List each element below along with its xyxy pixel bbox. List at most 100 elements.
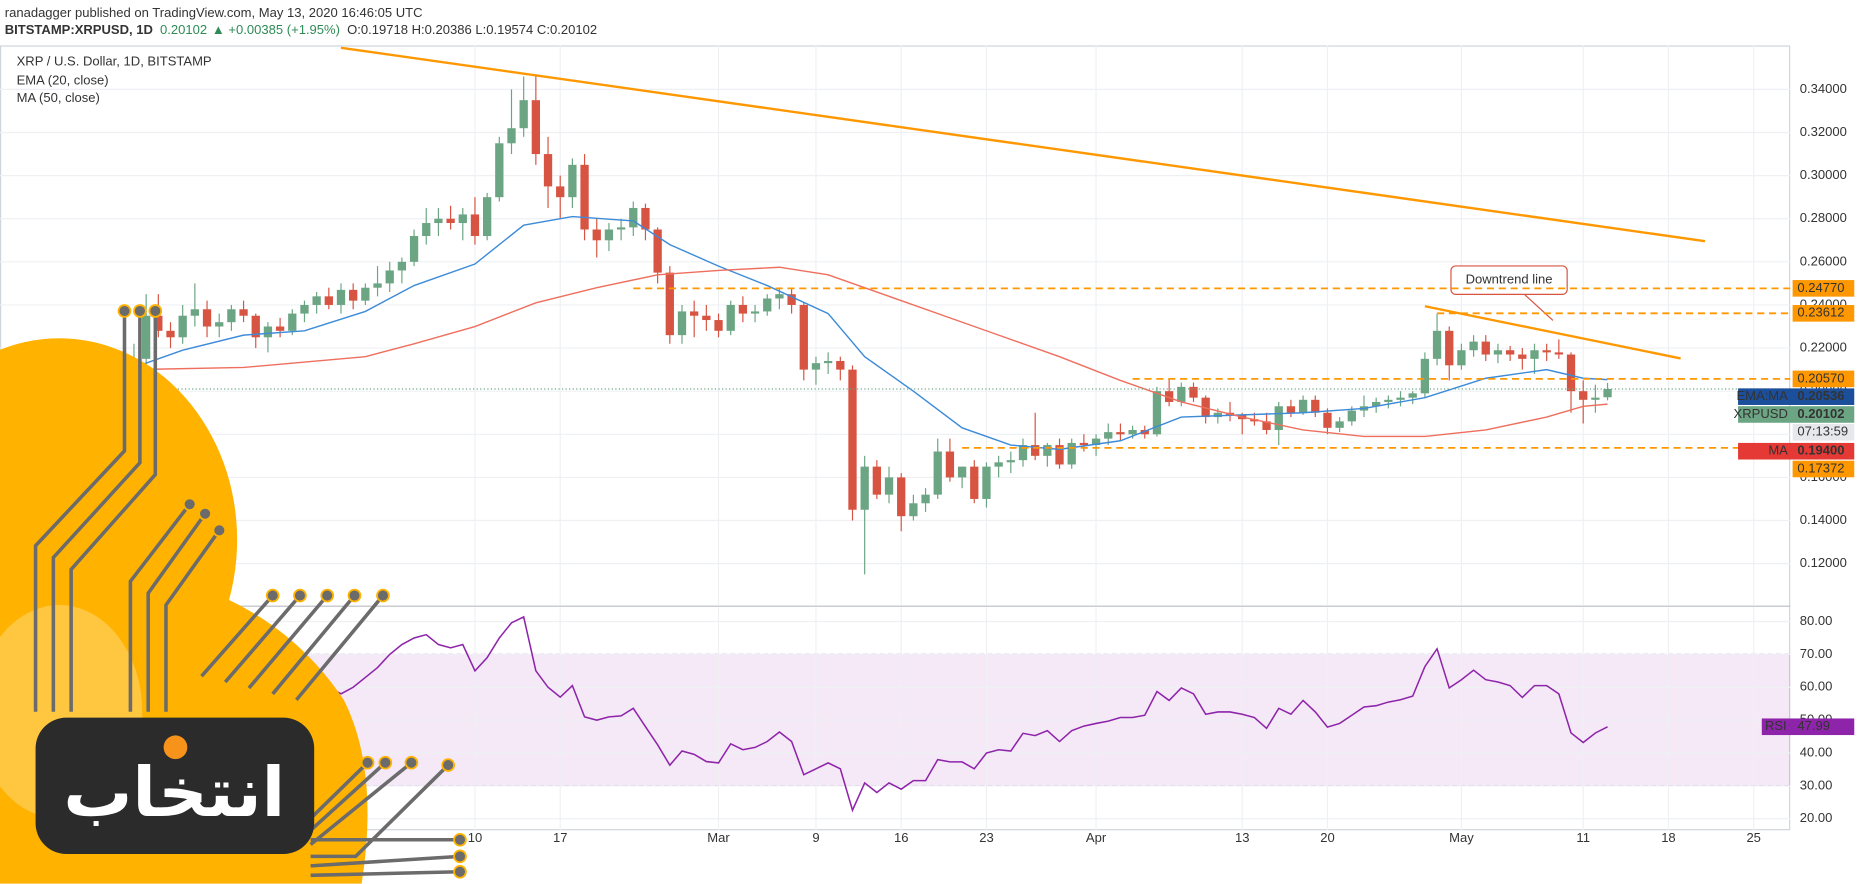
legend-entry: MA (50, close) xyxy=(17,90,100,105)
candle-body xyxy=(1335,421,1344,428)
candle-body xyxy=(1481,341,1490,355)
candle-body xyxy=(251,315,260,338)
change: ▲ +0.00385 (+1.95%) xyxy=(212,23,340,38)
candle-body xyxy=(1055,445,1064,465)
candle-body xyxy=(312,296,321,305)
candle-body xyxy=(1542,350,1551,353)
candle-body xyxy=(1006,460,1015,463)
candle-body xyxy=(1420,358,1430,394)
price-tag xyxy=(1738,442,1855,460)
logo-coin xyxy=(163,735,188,760)
candle-body xyxy=(519,100,528,129)
rsi-tag-value: 47.99 xyxy=(1797,718,1830,733)
candle-body xyxy=(884,477,894,495)
candle-body xyxy=(1554,352,1563,355)
candle-body xyxy=(726,304,735,331)
candle-body xyxy=(1104,432,1113,439)
level-tag xyxy=(1792,280,1855,297)
x-tick-label: 13 xyxy=(1235,830,1250,845)
candle-body xyxy=(543,154,553,187)
rsi-tag xyxy=(1761,718,1855,736)
candle-body xyxy=(1152,391,1162,435)
y-tick-label: 0.12000 xyxy=(1800,555,1847,570)
candle-body xyxy=(1031,445,1040,456)
candle-body xyxy=(629,207,638,228)
candle-body xyxy=(166,330,175,338)
chart-title: XRP / U.S. Dollar, 1D, BITSTAMP xyxy=(17,53,212,68)
candle-body xyxy=(422,223,431,236)
candle-body xyxy=(1274,406,1283,430)
candle-body xyxy=(1262,421,1271,430)
candle-body xyxy=(1043,445,1052,456)
x-tick-label: 17 xyxy=(553,830,568,845)
candle-body xyxy=(836,361,845,370)
logo-badge xyxy=(35,717,315,854)
candle-body xyxy=(641,207,650,230)
price-tag-text: 0.19400 xyxy=(1797,443,1844,458)
x-tick-label: 25 xyxy=(1746,830,1761,845)
x-tick-label: 9 xyxy=(812,830,819,845)
countdown-tag xyxy=(1792,423,1855,441)
candle-body xyxy=(263,326,273,338)
candle-body xyxy=(1566,354,1576,392)
level-tag xyxy=(1792,460,1855,478)
annotation-box xyxy=(1450,265,1568,295)
y-tick-label: 30.00 xyxy=(1800,777,1833,792)
candle-body xyxy=(872,466,881,495)
y-tick-label: 40.00 xyxy=(1800,744,1833,759)
candle-body xyxy=(1457,350,1466,366)
x-tick-label: 18 xyxy=(1661,830,1675,845)
price-tag-label: EMA:MA xyxy=(1736,388,1788,403)
candle-body xyxy=(373,283,382,288)
x-tick-label: 10 xyxy=(468,830,483,845)
candle-body xyxy=(409,235,419,262)
series-line xyxy=(328,615,1608,813)
candle-body xyxy=(1384,399,1393,402)
candle-body xyxy=(1140,429,1149,435)
y-tick-label: 0.26000 xyxy=(1800,253,1847,268)
candle-body xyxy=(1189,386,1198,398)
y-tick-label: 70.00 xyxy=(1800,646,1833,661)
candle-body xyxy=(1298,399,1308,413)
candle-body xyxy=(970,466,979,499)
candle-body xyxy=(1128,429,1137,435)
candle-body xyxy=(848,369,857,510)
level-tag-text: 0.24770 xyxy=(1797,280,1844,295)
y-tick-label: 0.28000 xyxy=(1800,210,1847,225)
candle-body xyxy=(324,296,333,305)
candle-body xyxy=(1177,386,1186,402)
candle-body xyxy=(154,315,163,331)
candle-body xyxy=(921,494,930,504)
x-tick-label: 16 xyxy=(894,830,909,845)
candle-body xyxy=(1408,393,1417,398)
candle-body xyxy=(945,451,955,478)
candle-body xyxy=(1469,341,1478,351)
price-tag-text: 0.20102 xyxy=(1797,406,1844,421)
candle-body xyxy=(823,361,833,364)
candle-body xyxy=(738,304,748,314)
level-tag xyxy=(1792,305,1855,322)
candle-body xyxy=(470,214,480,236)
candle-body xyxy=(1067,442,1076,465)
rsi-tag-name: RSI xyxy=(1765,718,1787,733)
candle-body xyxy=(1116,432,1125,435)
trendline xyxy=(340,46,1706,243)
candle-body xyxy=(568,164,577,198)
candle-body xyxy=(275,326,285,331)
candle-body xyxy=(616,227,626,230)
candle-body xyxy=(556,186,565,198)
candle-body xyxy=(458,214,467,224)
level-tag-text: 0.17372 xyxy=(1797,460,1844,475)
candle-body xyxy=(750,311,760,314)
candle-body xyxy=(909,503,918,517)
price-tag xyxy=(1738,388,1855,405)
candle-body xyxy=(1579,391,1588,400)
price-tag-label: MA xyxy=(1768,443,1788,458)
candle-body xyxy=(239,309,248,316)
candle-body xyxy=(1603,388,1612,398)
candle-body xyxy=(434,218,443,224)
level-tag-text: 0.23612 xyxy=(1797,305,1844,320)
candle-body xyxy=(580,164,589,230)
candle-body xyxy=(1505,350,1515,355)
candle-body xyxy=(982,466,991,499)
